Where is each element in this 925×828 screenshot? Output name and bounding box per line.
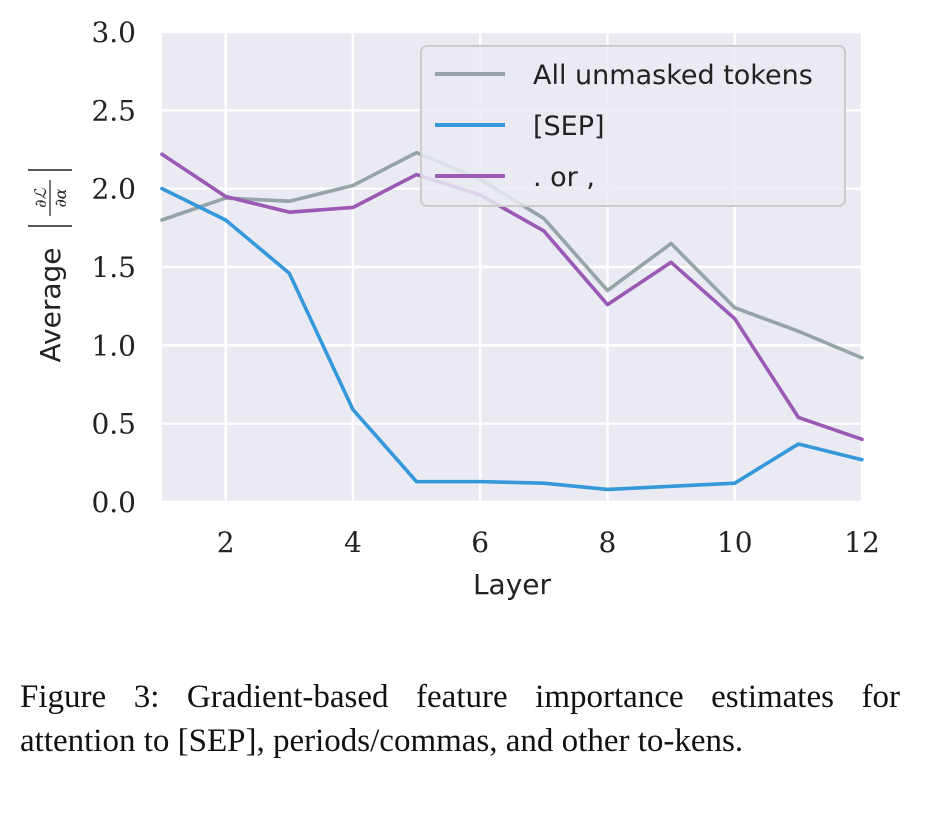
- fraction-numerator: ∂ℒ: [31, 188, 50, 208]
- x-tick-label: 10: [717, 526, 753, 559]
- y-tick-label: 0.0: [91, 486, 136, 519]
- legend-box: [420, 45, 846, 207]
- x-tick-label: 4: [344, 526, 362, 559]
- y-axis-label-text: Average: [34, 248, 67, 363]
- y-tick-label: 3.0: [91, 16, 136, 49]
- legend: All unmasked tokens [SEP] . or ,: [420, 45, 846, 207]
- x-tick-label: 2: [217, 526, 235, 559]
- x-tick-labels: 2 4 6 8 10 12: [217, 526, 880, 559]
- legend-label-0: All unmasked tokens: [533, 60, 813, 91]
- y-tick-labels: 0.0 0.5 1.0 1.5 2.0 2.5 3.0: [91, 16, 136, 519]
- figure-chart: 0.0 0.5 1.0 1.5 2.0 2.5 3.0 2 4 6 8 10 12 Layer Ave…: [28, 16, 880, 601]
- y-tick-label: 2.5: [91, 94, 136, 127]
- y-tick-label: 1.0: [91, 329, 136, 362]
- series-line-1: [160, 186, 864, 492]
- x-tick-label: 12: [844, 526, 880, 559]
- y-tick-label: 1.5: [91, 251, 136, 284]
- series-line-2: [160, 152, 864, 442]
- x-axis-label: Layer: [473, 568, 552, 601]
- x-tick-label: 6: [471, 526, 489, 559]
- legend-label-2: . or ,: [533, 162, 595, 193]
- y-tick-label: 0.5: [91, 408, 136, 441]
- y-tick-label: 2.0: [91, 173, 136, 206]
- figure-caption: Figure 3: Gradient-based feature importa…: [20, 679, 900, 759]
- y-axis-label: Average ∂ℒ ∂α: [28, 169, 72, 363]
- fraction-denominator: ∂α: [51, 188, 70, 207]
- x-tick-label: 8: [599, 526, 617, 559]
- legend-label-1: [SEP]: [533, 111, 605, 142]
